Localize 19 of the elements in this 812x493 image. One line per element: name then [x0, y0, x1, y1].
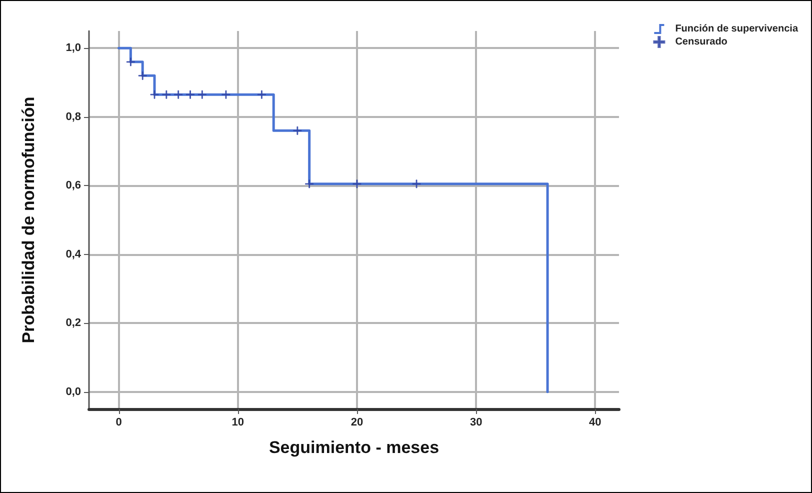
x-tick-label: 10	[232, 416, 244, 428]
point	[222, 90, 230, 99]
y-tick-label: 0,4	[66, 248, 82, 260]
y-axis-title: Probabilidad de normofunción	[19, 96, 38, 344]
legend-label: Censurado	[675, 36, 728, 48]
y-tick-label: 1,0	[66, 42, 81, 54]
x-tick-label: 0	[116, 416, 122, 428]
y-tick-label: 0,8	[66, 110, 81, 123]
point	[150, 90, 159, 99]
x-tick-label: 30	[470, 416, 482, 428]
legend-label: Función de supervivencia	[675, 24, 798, 34]
point	[352, 180, 362, 188]
point	[412, 180, 421, 188]
y-tick-label: 0,0	[66, 386, 81, 398]
y-tick-label: 0,6	[66, 180, 81, 192]
y-tick-label: 0,2	[66, 317, 81, 330]
x-axis-title: Seguimiento - meses	[268, 438, 440, 457]
x-tick-label: 40	[589, 416, 602, 428]
x-tick-label: 20	[350, 416, 364, 428]
